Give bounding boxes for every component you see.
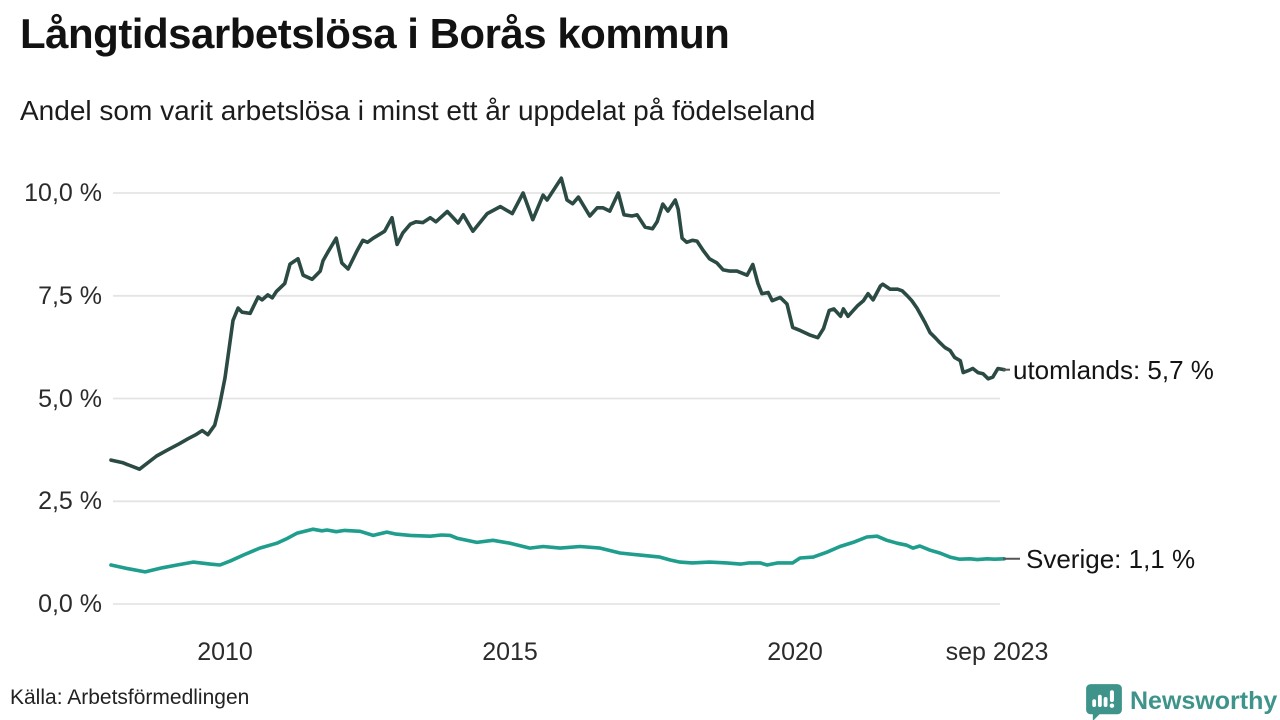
y-axis-tick-label: 2,5 % [38, 487, 102, 515]
y-axis-tick-label: 5,0 % [38, 385, 102, 413]
newsworthy-logo-icon [1086, 684, 1122, 720]
y-axis-tick-label: 10,0 % [24, 179, 102, 207]
page-subtitle: Andel som varit arbetslösa i minst ett å… [20, 95, 816, 126]
x-axis-tick-label: 2020 [767, 638, 823, 666]
x-axis-tick-label: 2015 [482, 638, 538, 666]
series-line-Sverige [109, 527, 1006, 574]
page-title: Långtidsarbetslösa i Borås kommun [20, 10, 730, 57]
source-credit: Källa: Arbetsförmedlingen [10, 686, 250, 709]
series-end-label-sverige: Sverige: 1,1 % [1026, 544, 1196, 574]
x-axis-tick-label: 2010 [197, 638, 253, 666]
y-axis-tick-label: 0,0 % [38, 590, 102, 618]
x-axis-tick-label: sep 2023 [945, 638, 1049, 666]
y-axis-tick-label: 7,5 % [38, 282, 102, 310]
series-end-label-utomlands: utomlands: 5,7 % [1013, 355, 1214, 385]
newsworthy-logo-text: Newsworthy [1130, 687, 1278, 715]
series-line-utomlands [109, 176, 1006, 471]
